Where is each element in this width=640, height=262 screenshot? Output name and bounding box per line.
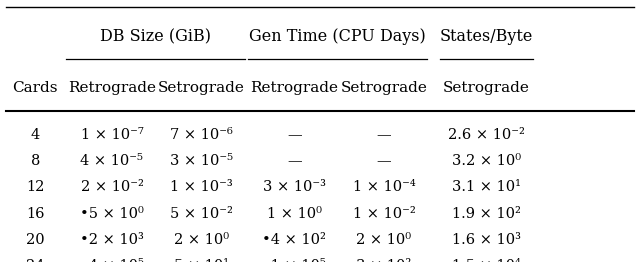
Text: 5 × 10⁻²: 5 × 10⁻² — [170, 206, 233, 221]
Text: 5 × 10¹: 5 × 10¹ — [174, 259, 229, 262]
Text: 16: 16 — [26, 206, 44, 221]
Text: 1 × 10⁻⁷: 1 × 10⁻⁷ — [81, 128, 143, 142]
Text: Cards: Cards — [12, 81, 58, 95]
Text: —: — — [377, 128, 391, 142]
Text: 3 × 10⁻³: 3 × 10⁻³ — [263, 180, 326, 194]
Text: 20: 20 — [26, 233, 45, 247]
Text: —: — — [287, 128, 301, 142]
Text: 2 × 10⁰: 2 × 10⁰ — [174, 233, 229, 247]
Text: 1.5 × 10⁴: 1.5 × 10⁴ — [452, 259, 521, 262]
Text: Gen Time (CPU Days): Gen Time (CPU Days) — [249, 28, 426, 45]
Text: Setrograde: Setrograde — [158, 81, 245, 95]
Text: —: — — [287, 154, 301, 168]
Text: 1 × 10⁰: 1 × 10⁰ — [267, 206, 322, 221]
Text: 4: 4 — [31, 128, 40, 142]
Text: Retrograde: Retrograde — [250, 81, 339, 95]
Text: 1 × 10⁻²: 1 × 10⁻² — [353, 206, 415, 221]
Text: 1.6 × 10³: 1.6 × 10³ — [452, 233, 521, 247]
Text: 3.1 × 10¹: 3.1 × 10¹ — [452, 180, 521, 194]
Text: 4 × 10⁻⁵: 4 × 10⁻⁵ — [81, 154, 143, 168]
Text: 2 × 10⁻²: 2 × 10⁻² — [81, 180, 143, 194]
Text: 3 × 10²: 3 × 10² — [356, 259, 412, 262]
Text: •4 × 10⁵: •4 × 10⁵ — [80, 259, 144, 262]
Text: 1.9 × 10²: 1.9 × 10² — [452, 206, 521, 221]
Text: States/Byte: States/Byte — [440, 28, 533, 45]
Text: 1 × 10⁻³: 1 × 10⁻³ — [170, 180, 233, 194]
Text: 1 × 10⁻⁴: 1 × 10⁻⁴ — [353, 180, 415, 194]
Text: Setrograde: Setrograde — [340, 81, 428, 95]
Text: •2 × 10³: •2 × 10³ — [80, 233, 144, 247]
Text: •5 × 10⁰: •5 × 10⁰ — [80, 206, 144, 221]
Text: Setrograde: Setrograde — [443, 81, 530, 95]
Text: •1 × 10⁵: •1 × 10⁵ — [262, 259, 326, 262]
Text: 12: 12 — [26, 180, 44, 194]
Text: •4 × 10²: •4 × 10² — [262, 233, 326, 247]
Text: DB Size (GiB): DB Size (GiB) — [100, 28, 211, 45]
Text: 8: 8 — [31, 154, 40, 168]
Text: 2.6 × 10⁻²: 2.6 × 10⁻² — [448, 128, 525, 142]
Text: —: — — [377, 154, 391, 168]
Text: Retrograde: Retrograde — [68, 81, 156, 95]
Text: 7 × 10⁻⁶: 7 × 10⁻⁶ — [170, 128, 233, 142]
Text: 2 × 10⁰: 2 × 10⁰ — [356, 233, 412, 247]
Text: 24: 24 — [26, 259, 44, 262]
Text: 3 × 10⁻⁵: 3 × 10⁻⁵ — [170, 154, 233, 168]
Text: 3.2 × 10⁰: 3.2 × 10⁰ — [452, 154, 521, 168]
